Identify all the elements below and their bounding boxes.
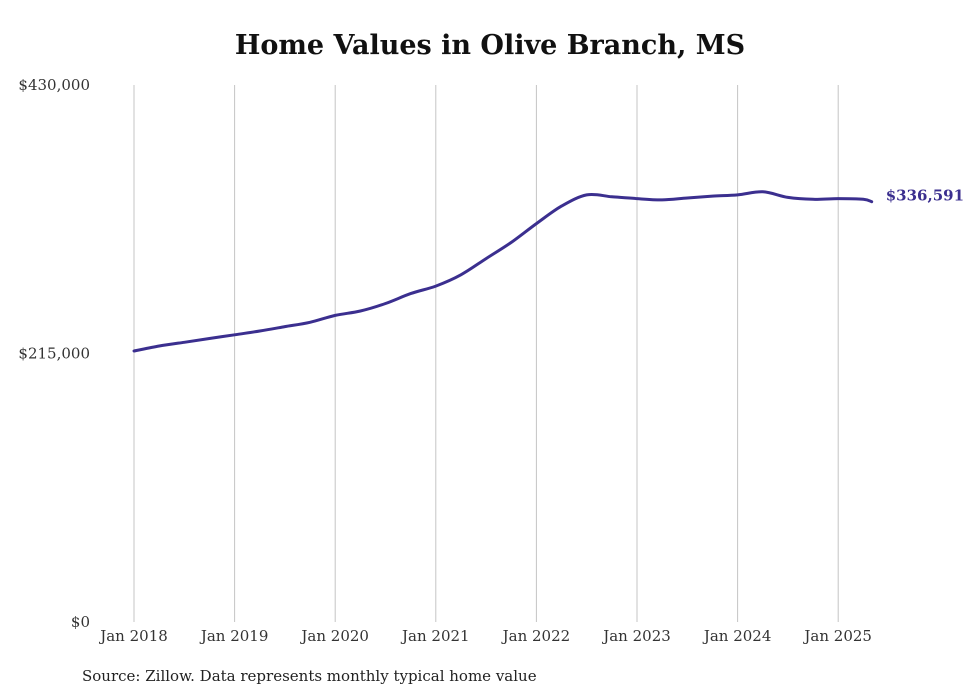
x-tick-label: Jan 2019	[199, 627, 269, 645]
series-line	[132, 190, 874, 353]
y-axis-ticks: $0 $215,000 $430,000	[18, 76, 90, 631]
grid-lines	[133, 85, 839, 622]
x-tick-label: Jan 2024	[702, 627, 772, 645]
x-tick-label: Jan 2018	[98, 627, 168, 645]
chart-title: Home Values in Olive Branch, MS	[234, 30, 746, 61]
y-tick-label: $0	[71, 613, 90, 631]
x-tick-label: Jan 2020	[299, 627, 369, 645]
source-note: Source: Zillow. Data represents monthly …	[82, 667, 537, 685]
y-tick-label: $430,000	[18, 76, 90, 94]
end-value-label: $336,591	[886, 187, 964, 205]
x-tick-label: Jan 2021	[400, 627, 470, 645]
x-axis-ticks: Jan 2018 Jan 2019 Jan 2020 Jan 2021 Jan 2022…	[98, 627, 872, 645]
x-tick-label: Jan 2022	[501, 627, 571, 645]
x-tick-label: Jan 2023	[601, 627, 671, 645]
y-tick-label: $215,000	[18, 345, 90, 363]
x-tick-label: Jan 2025	[802, 627, 872, 645]
